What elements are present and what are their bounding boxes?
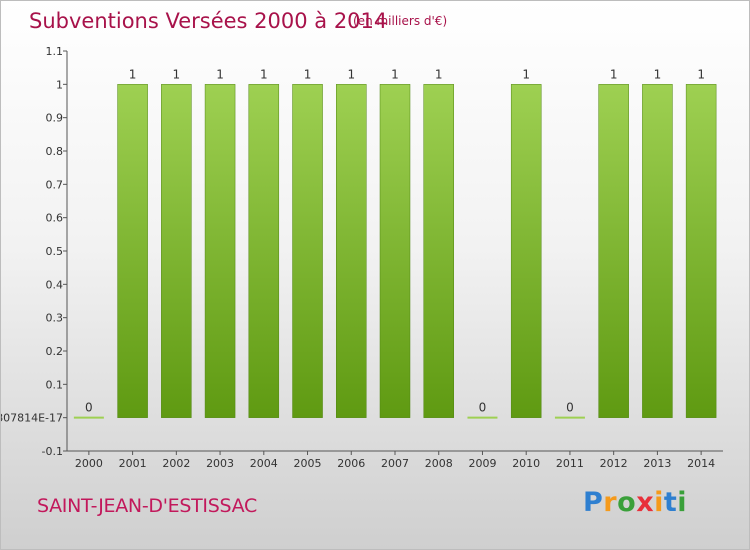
bar [292,84,323,418]
data-label: 1 [304,67,312,81]
x-tick-label: 2002 [162,457,190,470]
chart-title: Subventions Versées 2000 à 2014 [29,9,388,33]
y-tick-label: 0.1 [46,378,64,391]
logo-letter: P [583,487,604,518]
y-tick-label: -0.1 [42,445,63,458]
x-tick-label: 2011 [556,457,584,470]
x-tick-label: 2008 [425,457,453,470]
logo-letter: r [603,487,618,518]
x-tick-label: 2000 [75,457,103,470]
logo-letter: i [677,487,688,518]
bar [336,84,367,418]
logo-letter: o [617,487,637,518]
data-label: 0 [479,401,487,415]
y-tick-label: 0.9 [46,112,64,125]
data-label: 1 [697,67,705,81]
bar [117,84,148,418]
y-tick-label: 0.4 [46,278,64,291]
data-label: 1 [173,67,181,81]
y-tick-label: 0.8 [46,145,64,158]
y-tick-label: 1.1 [46,45,64,58]
proxiti-logo: Proxiti [583,487,687,518]
data-label: 1 [216,67,224,81]
logo-letter: x [636,487,655,518]
data-label: 0 [566,401,574,415]
x-tick-label: 2006 [337,457,365,470]
data-label: 1 [391,67,399,81]
data-label: 1 [610,67,618,81]
data-label: 1 [435,67,443,81]
bar [204,84,236,418]
bar [248,84,280,418]
data-label: 1 [129,67,137,81]
x-tick-label: 2014 [687,457,715,470]
y-tick-label: 0.6 [46,212,64,225]
y-tick-label: 0.2 [46,345,64,358]
chart-unit: (en milliers d'€) [353,14,448,28]
x-tick-label: 2010 [512,457,540,470]
logo-letter: i [654,487,664,518]
bar [685,84,717,418]
x-tick-label: 2004 [250,457,278,470]
x-tick-label: 2009 [468,457,496,470]
bar [510,84,542,418]
data-label: 1 [522,67,530,81]
data-label: 1 [260,67,268,81]
bar [598,84,629,418]
bar [642,84,673,418]
logo-letter: t [663,487,678,518]
x-tick-label: 2013 [643,457,671,470]
bar [161,84,192,418]
bar [423,84,454,418]
data-label: 1 [654,67,662,81]
y-tick-label: 0.7 [46,178,64,191]
x-tick-label: 2012 [600,457,628,470]
x-tick-label: 2007 [381,457,409,470]
data-label: 0 [85,401,93,415]
bar [379,84,411,418]
y-tick-label: 0.3 [46,312,64,325]
y-tick-label: 0.5 [46,245,64,258]
data-label: 1 [347,67,355,81]
x-tick-label: 2003 [206,457,234,470]
y-tick-label: 1.3877787807814E-17 [1,412,63,425]
commune-name: SAINT-JEAN-D'ESTISSAC [37,495,257,517]
x-tick-label: 2001 [119,457,147,470]
x-tick-label: 2005 [294,457,322,470]
y-tick-label: 1 [56,78,63,91]
